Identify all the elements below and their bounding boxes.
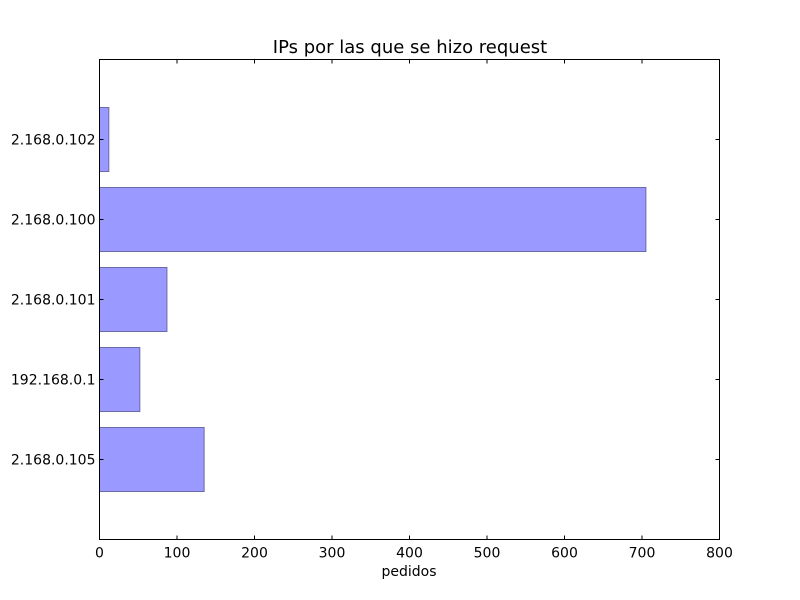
y-tick-label: 192.168.0.1 [11, 373, 96, 389]
ticks-group [99, 59, 720, 540]
bars-group [99, 107, 647, 492]
x-tick-label: 400 [396, 546, 423, 562]
y-tick-label: 2.168.0.105 [11, 453, 96, 469]
x-tick-label: 200 [241, 546, 268, 562]
y-tick-label: 2.168.0.102 [11, 133, 96, 149]
bar [99, 187, 647, 252]
x-tick-labels: 0 100 200 300 400 500 600 700 800 [95, 546, 733, 562]
x-tick-label: 700 [629, 546, 656, 562]
y-tick-label: 2.168.0.100 [11, 213, 96, 229]
x-tick-label: 100 [164, 546, 191, 562]
x-tick-label: 300 [319, 546, 346, 562]
x-axis-label: pedidos [381, 564, 436, 580]
bar [99, 347, 141, 412]
y-tick-labels: 2.168.0.102 2.168.0.100 2.168.0.101 192.168… [11, 133, 96, 469]
bar [99, 427, 205, 492]
x-tick-label: 0 [95, 546, 104, 562]
bar [99, 267, 168, 332]
y-tick-label: 2.168.0.101 [11, 293, 96, 309]
chart-title: IPs por las que se hizo request [273, 37, 547, 58]
x-tick-label: 800 [706, 546, 733, 562]
x-tick-label: 500 [474, 546, 501, 562]
x-tick-label: 600 [551, 546, 578, 562]
